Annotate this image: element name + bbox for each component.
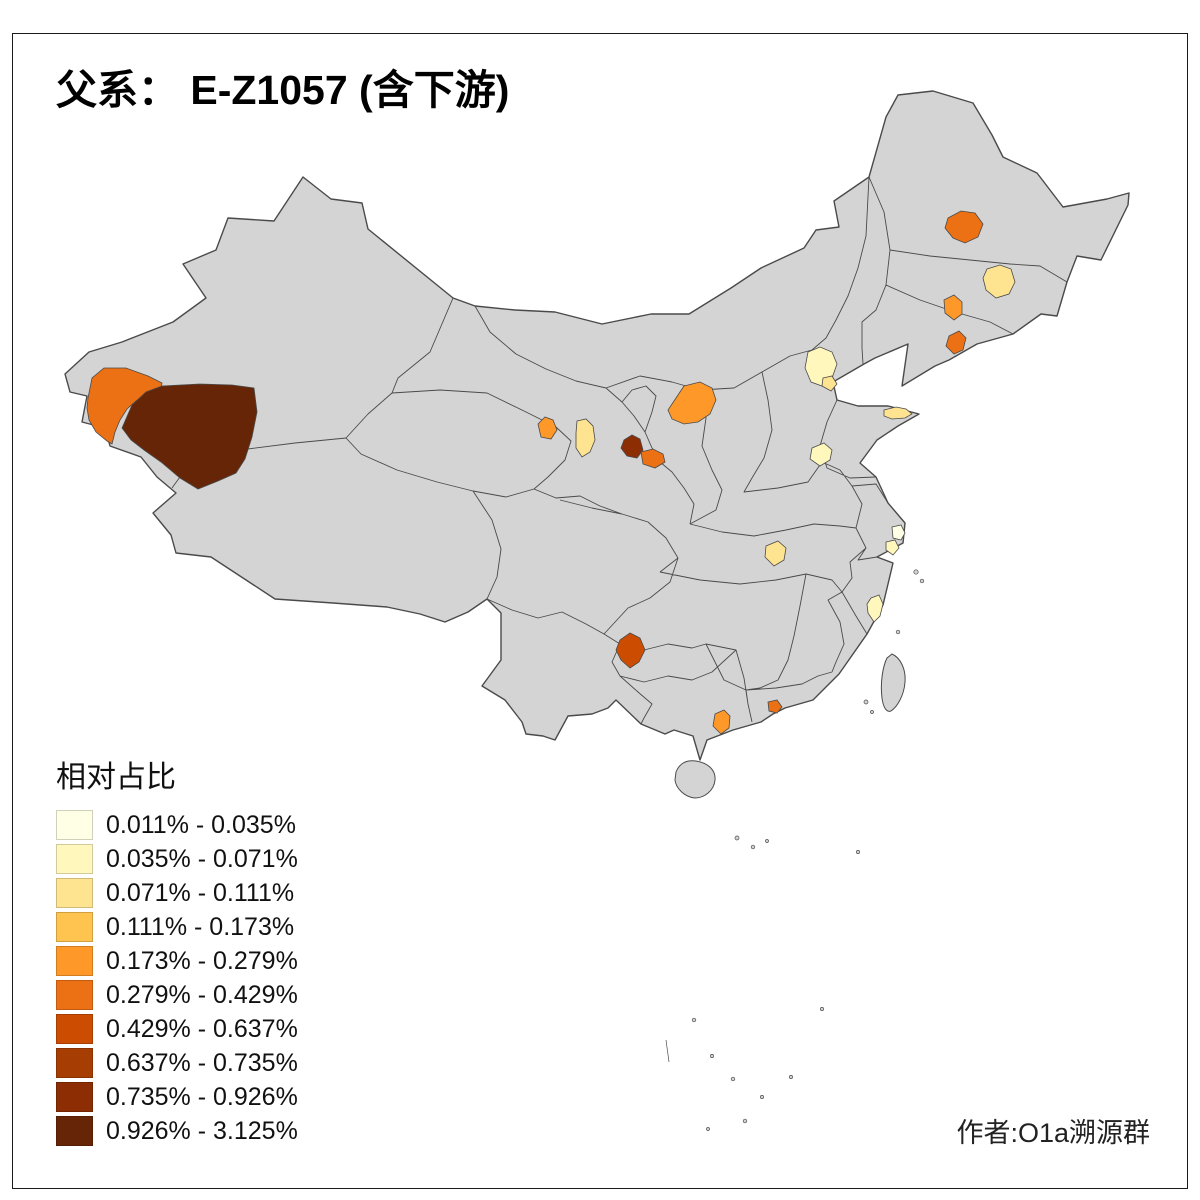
region-jilin-central [982,264,1016,299]
legend-swatch [56,946,93,976]
legend-swatch [56,810,93,840]
legend-swatch [56,1014,93,1044]
islet [765,839,769,843]
region-kashgar [86,367,163,445]
legend-item: 0.279% - 0.429% [56,978,298,1012]
mainland-outline [64,90,1130,761]
legend-label: 0.429% - 0.637% [106,1014,298,1043]
region-guizhou-central [615,632,646,669]
legend-swatch [56,1082,93,1112]
legend-label: 0.011% - 0.035% [106,810,296,839]
legend-item: 0.735% - 0.926% [56,1080,298,1114]
legend-items: 0.011% - 0.035% 0.035% - 0.071% 0.071% - 0… [56,808,298,1148]
highlighted-regions [86,210,1016,735]
islet [789,1075,793,1079]
region-heilongjiang-west [944,210,984,244]
author-credit: 作者:O1a溯源群 [956,1118,1150,1148]
legend-label: 0.111% - 0.173% [106,912,295,941]
legend-label: 0.735% - 0.926% [106,1082,298,1111]
region-qinghai-east [537,416,558,440]
islet [919,578,925,584]
legend-swatch [56,980,93,1010]
legend-item: 0.071% - 0.111% [56,876,298,910]
legend-title: 相对占比 [56,761,176,794]
islet [856,850,860,854]
region-jiangsu-coast [891,524,906,541]
legend-item: 0.637% - 0.735% [56,1046,298,1080]
legend-swatch [56,1048,93,1078]
islet [820,1007,824,1011]
taiwan-island [880,653,906,712]
legend-label: 0.173% - 0.279% [106,946,298,975]
hainan-island [674,760,716,799]
islet [913,569,919,575]
islet [734,835,740,841]
region-shanghai-area [885,539,900,556]
region-guangdong-central [767,699,783,714]
islet [750,844,756,850]
legend-label: 0.637% - 0.735% [106,1048,298,1077]
islet [863,699,869,705]
map-title: 父系： E-Z1057 (含下游) [56,67,510,113]
region-ningxia-south [620,434,644,459]
legend-label: 0.035% - 0.071% [106,844,298,873]
region-liaoning-north [943,294,963,321]
islet [895,629,901,635]
legend-item: 0.429% - 0.637% [56,1012,298,1046]
region-zhejiang-coast [866,594,884,623]
legend-swatch [56,912,93,942]
sea-islands [665,569,925,1131]
legend-swatch [56,1116,93,1146]
legend-label: 0.926% - 3.125% [106,1116,298,1145]
region-hotan [121,383,258,490]
region-gansu-central [575,418,596,458]
region-shaanxi-north [667,381,717,425]
legend-item: 0.926% - 3.125% [56,1114,298,1148]
islet-strip [665,1039,670,1063]
region-liaoning-east [945,330,967,355]
islet [706,1127,710,1131]
legend-label: 0.279% - 0.429% [106,980,298,1009]
legend-swatch [56,878,93,908]
legend-item: 0.173% - 0.279% [56,944,298,978]
islet [691,1017,697,1023]
region-gansu-east [640,448,666,469]
islet [730,1076,736,1082]
legend-item: 0.011% - 0.035% [56,808,298,842]
islet [760,1095,764,1099]
region-beijing-south [821,375,838,392]
legend-label: 0.071% - 0.111% [106,878,295,907]
region-shandong-west [809,442,833,467]
legend-swatch [56,844,93,874]
legend-item: 0.111% - 0.173% [56,910,298,944]
islet [710,1054,714,1058]
region-hubei-east [764,540,787,567]
legend-item: 0.035% - 0.071% [56,842,298,876]
province-borders [171,176,1068,725]
region-guangdong-west [712,709,731,735]
islet [870,710,874,714]
region-shandong-peninsula [883,406,913,420]
legend: 相对占比 0.011% - 0.035% 0.035% - 0.071% 0.071… [56,752,298,1148]
islet [742,1118,748,1124]
